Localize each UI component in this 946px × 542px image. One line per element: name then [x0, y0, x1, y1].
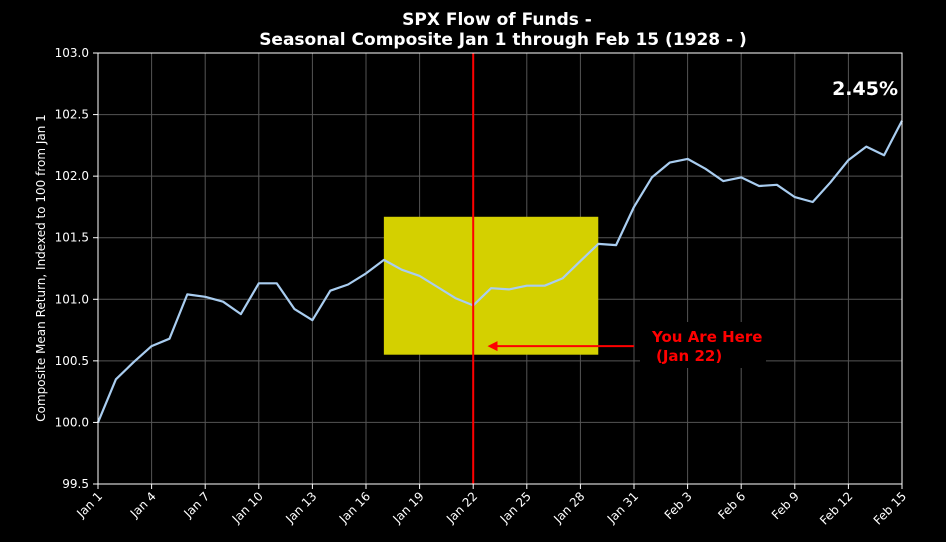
y-tick-label: 103.0	[55, 46, 89, 60]
chart-subtitle: Seasonal Composite Jan 1 through Feb 15 …	[259, 30, 747, 50]
annotation-line-2: (Jan 22)	[656, 347, 722, 365]
y-tick-label: 102.5	[55, 108, 89, 122]
series-group	[96, 120, 903, 423]
end-value-label: 2.45%	[832, 78, 898, 100]
axes	[97, 52, 903, 485]
y-tick-label: 99.5	[62, 477, 89, 491]
y-tick-label: 100.0	[55, 415, 89, 429]
y-tick-label: 100.5	[55, 354, 89, 368]
annotation: You Are Here(Jan 22)	[487, 322, 766, 368]
y-axis-ticks: 99.5 100.0 100.5 101.0 101.5 102.0 102.5 103.0	[55, 46, 98, 491]
annotation-arrow-head	[487, 341, 498, 352]
series-line	[96, 120, 903, 423]
y-tick-label: 101.5	[55, 231, 89, 245]
highlight-region	[383, 216, 599, 355]
y-tick-label: 101.0	[55, 292, 89, 306]
y-axis-label: Composite Mean Return, Indexed to 100 fr…	[34, 114, 48, 422]
annotation-box	[640, 322, 766, 368]
y-tick-label: 102.0	[55, 169, 89, 183]
highlight-box	[383, 216, 599, 355]
annotation-line-1: You Are Here	[651, 328, 762, 346]
plot-frame	[97, 52, 903, 485]
chart-title: SPX Flow of Funds -	[402, 10, 592, 30]
